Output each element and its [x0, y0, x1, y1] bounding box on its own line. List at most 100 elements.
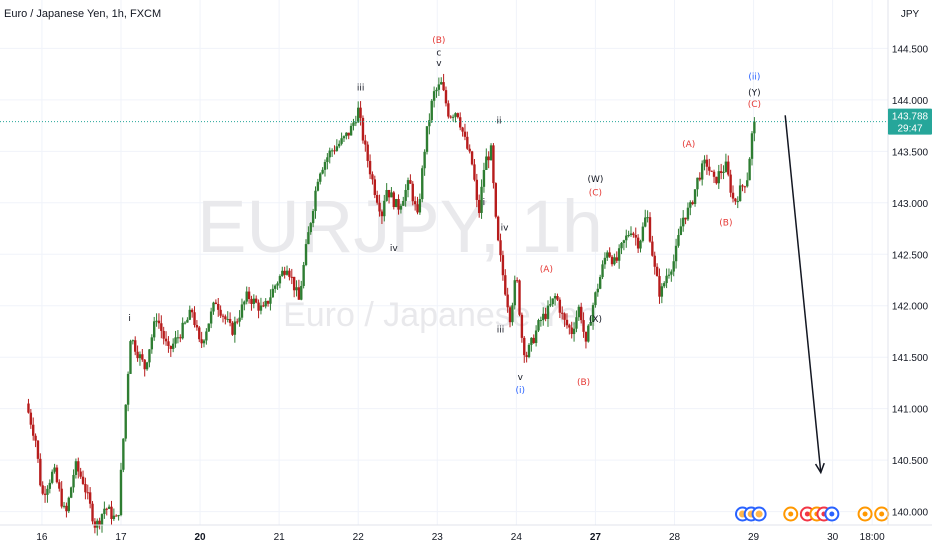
candle-body: [596, 288, 599, 293]
candle-body: [634, 235, 637, 238]
candle-body: [74, 461, 78, 475]
candle-body: [50, 471, 54, 483]
candle-body: [148, 349, 151, 363]
candle-body: [613, 257, 616, 265]
candle-body: [361, 117, 365, 141]
candle-body: [698, 177, 702, 180]
candle-body: [454, 113, 457, 117]
candle-body: [357, 107, 360, 123]
candle-body: [572, 328, 576, 335]
candle-body: [342, 136, 346, 139]
candle-body: [136, 351, 139, 359]
candle-body: [653, 255, 656, 267]
candle-body: [508, 307, 512, 323]
candle-body: [62, 505, 66, 507]
candle-body: [430, 100, 433, 121]
arrow-head[interactable]: [814, 462, 825, 475]
candle-body: [617, 248, 621, 261]
wave-label[interactable]: iii: [497, 326, 505, 336]
candle-body: [693, 189, 697, 204]
candle-body: [679, 226, 683, 236]
economic-event-icon[interactable]: [824, 506, 840, 522]
arrow-shaft[interactable]: [784, 115, 822, 473]
economic-event-icon[interactable]: [751, 506, 767, 522]
candle-body: [610, 256, 614, 265]
candle-body: [257, 302, 260, 311]
wave-label[interactable]: (Y): [748, 89, 761, 99]
wave-label[interactable]: (A): [682, 140, 695, 150]
candle-body: [46, 488, 49, 495]
candle-body: [475, 179, 479, 200]
candle-body: [447, 103, 450, 117]
wave-label[interactable]: (C): [748, 100, 761, 110]
candle-body: [440, 82, 443, 85]
wave-label[interactable]: (W): [587, 175, 603, 185]
wave-label[interactable]: c: [436, 49, 441, 59]
wave-label[interactable]: v: [436, 59, 442, 69]
candle-body: [41, 485, 44, 494]
candle-body: [300, 285, 303, 300]
candle-body: [72, 474, 75, 488]
wave-label[interactable]: i: [483, 198, 486, 208]
candle-body: [748, 158, 751, 181]
economic-event-icon[interactable]: [783, 506, 799, 522]
wave-label[interactable]: (X): [589, 315, 602, 325]
watermark-name: Euro / Japanese Yen: [283, 296, 597, 334]
candle-body: [402, 200, 405, 206]
wave-label[interactable]: iv: [501, 224, 510, 234]
wave-label[interactable]: (A): [540, 265, 553, 275]
candle-body: [141, 354, 144, 360]
candle-body: [115, 515, 118, 517]
candle-body: [150, 337, 154, 350]
wave-label[interactable]: (B): [719, 218, 732, 228]
candle-body: [625, 235, 628, 241]
candle-body: [160, 323, 163, 331]
candle-body: [88, 492, 92, 504]
wave-label[interactable]: (B): [577, 378, 590, 388]
wave-label[interactable]: (B): [432, 36, 445, 46]
candle-body: [719, 171, 723, 174]
candle-body: [477, 199, 481, 213]
watermark-ticker: EURJPY, 1h: [197, 185, 603, 268]
candle-body: [48, 482, 52, 489]
candle-body: [352, 122, 355, 126]
wave-label[interactable]: iv: [390, 244, 399, 254]
candle-body: [186, 319, 189, 323]
wave-label[interactable]: ii: [496, 117, 501, 127]
candle-body: [340, 138, 343, 144]
candle-body: [622, 240, 626, 243]
candle-body: [259, 305, 263, 311]
candle-body: [79, 471, 82, 477]
wave-label[interactable]: (i): [516, 386, 526, 396]
candle-body: [238, 317, 241, 322]
candle-body: [157, 320, 161, 324]
candle-body: [86, 492, 89, 494]
candle-body: [174, 337, 177, 344]
candle-body: [27, 403, 30, 413]
candle-body: [326, 157, 329, 163]
candle-body: [648, 217, 652, 242]
wave-label[interactable]: v: [518, 373, 524, 383]
candle-body: [482, 169, 486, 187]
candle-body: [753, 121, 756, 134]
candle-body: [494, 183, 497, 217]
price-tick-label: 143.000: [892, 199, 929, 210]
price-axis: 144.500 144.000 143.500 143.000 142.500 142.0…: [892, 44, 929, 518]
candle-body: [496, 216, 500, 241]
candle-body: [750, 133, 754, 159]
economic-event-icon[interactable]: [874, 506, 890, 522]
wave-label[interactable]: iii: [357, 84, 365, 94]
candle-body: [302, 265, 305, 286]
wave-label[interactable]: (C): [589, 189, 602, 199]
economic-event-icon[interactable]: [857, 506, 873, 522]
candle-body: [399, 205, 403, 210]
wave-label[interactable]: (ii): [748, 72, 760, 82]
candle-body: [371, 174, 374, 180]
candle-body: [338, 143, 341, 147]
wave-label[interactable]: i: [128, 314, 131, 324]
candle-body: [473, 164, 476, 180]
price-tick-label: 140.500: [892, 456, 929, 467]
candle-body: [686, 207, 690, 220]
candle-body: [198, 327, 201, 340]
